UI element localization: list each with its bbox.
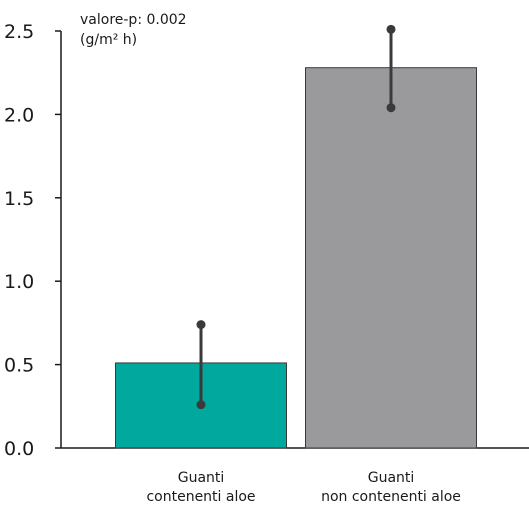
- error-bars-group: [196, 24, 396, 410]
- error-bar-low-dot: [386, 103, 396, 113]
- category-label: contenenti aloe: [146, 489, 255, 505]
- error-bar-high-dot: [386, 24, 396, 34]
- y-tick-label: 1.0: [4, 271, 34, 293]
- y-tick-label: 1.5: [4, 188, 34, 210]
- category-label: non contenenti aloe: [321, 489, 461, 505]
- y-tick-label: 2.0: [4, 104, 34, 126]
- bar: [305, 67, 477, 449]
- category-labels-group: Guanti contenenti aloe Guanti non contenent…: [146, 470, 460, 505]
- y-tick-label: 0.5: [4, 355, 34, 377]
- error-bar-high-dot: [196, 320, 206, 330]
- y-ticks-group: 0.0 0.5 1.0 1.5 2.0 2.5: [4, 21, 61, 460]
- unit-label: (g/m² h): [80, 32, 137, 48]
- category-label: Guanti: [368, 470, 415, 486]
- category-label: Guanti: [178, 470, 225, 486]
- error-bar-low-dot: [196, 400, 206, 410]
- y-tick-label: 0.0: [4, 438, 34, 460]
- y-tick-label: 2.5: [4, 21, 34, 43]
- p-value-annotation: valore-p: 0.002: [80, 12, 187, 28]
- bars-group: [115, 67, 477, 449]
